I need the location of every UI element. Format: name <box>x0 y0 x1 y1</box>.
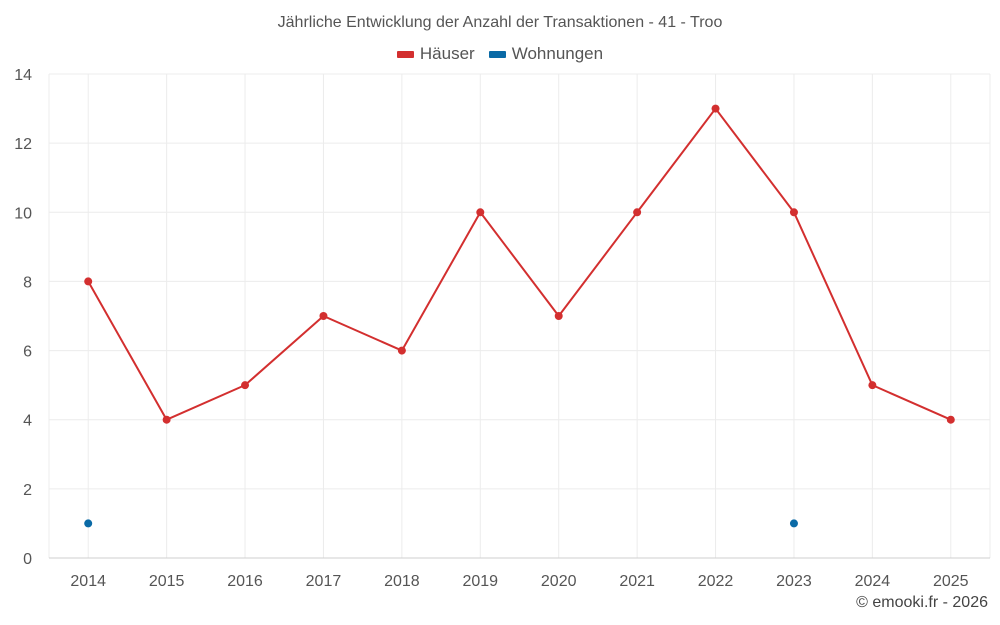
data-point-0 <box>789 208 798 217</box>
legend-item-haeuser[interactable]: Häuser <box>396 44 475 64</box>
y-tick-label: 2 <box>23 482 32 499</box>
data-point-0 <box>711 104 720 113</box>
legend-swatch-wohnungen <box>488 50 506 58</box>
y-tick-label: 12 <box>14 136 32 153</box>
chart-title: Jährliche Entwicklung der Anzahl der Tra… <box>277 14 723 31</box>
legend-item-wohnungen[interactable]: Wohnungen <box>488 44 604 64</box>
x-tick-label: 2016 <box>227 573 263 590</box>
data-point-0 <box>946 415 955 424</box>
y-tick-label: 0 <box>23 551 32 568</box>
data-point-0 <box>554 312 563 320</box>
y-tick-label: 6 <box>23 344 32 361</box>
data-point-0 <box>868 381 877 390</box>
x-tick-label: 2017 <box>306 573 342 590</box>
x-tick-label: 2025 <box>933 573 969 590</box>
x-tick-label: 2023 <box>776 573 812 590</box>
data-point-0 <box>633 208 642 217</box>
data-point-0 <box>162 415 171 424</box>
y-tick-label: 10 <box>14 205 32 222</box>
x-tick-label: 2020 <box>541 573 577 590</box>
legend-swatch-haeuser <box>396 50 414 58</box>
y-tick-label: 8 <box>23 274 32 291</box>
y-tick-label: 4 <box>23 413 32 430</box>
data-point-0 <box>397 346 406 355</box>
x-tick-label: 2018 <box>384 573 420 590</box>
x-tick-label: 2024 <box>855 573 891 590</box>
x-tick-label: 2015 <box>149 573 185 590</box>
x-tick-label: 2014 <box>70 573 106 590</box>
data-point-0 <box>84 277 93 286</box>
data-point-1 <box>84 519 93 528</box>
series-line-0 <box>87 107 952 421</box>
x-tick-label: 2021 <box>619 573 655 590</box>
x-tick-label: 2022 <box>698 573 734 590</box>
legend-label-haeuser: Häuser <box>419 44 475 63</box>
copyright-credit: © emooki.fr - 2026 <box>856 594 988 611</box>
data-point-0 <box>241 381 250 390</box>
data-point-0 <box>319 312 328 320</box>
legend: Häuser Wohnungen <box>0 44 1000 64</box>
data-point-0 <box>476 208 485 217</box>
y-tick-label: 14 <box>14 67 32 84</box>
data-point-1 <box>789 519 798 528</box>
x-tick-label: 2019 <box>462 573 498 590</box>
legend-label-wohnungen: Wohnungen <box>511 44 604 63</box>
